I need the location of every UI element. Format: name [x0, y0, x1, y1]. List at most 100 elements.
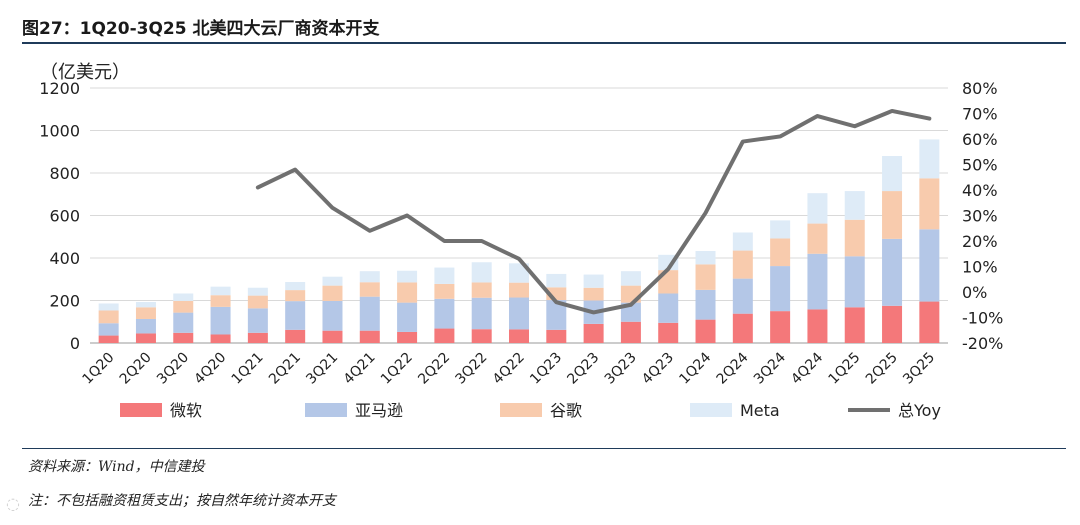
y-tick-label: 400	[49, 249, 80, 268]
y-tick-label: 0	[70, 334, 80, 353]
x-tick-label: 1Q23	[527, 350, 565, 388]
bar-segment	[247, 295, 268, 309]
bar-segment	[173, 300, 194, 313]
bar-segment	[434, 267, 455, 284]
bar-segment	[397, 270, 418, 283]
bar-segment	[471, 282, 492, 298]
bar-segment	[210, 334, 231, 343]
x-tick-label: 1Q24	[676, 349, 714, 387]
x-tick-label: 1Q22	[378, 350, 416, 388]
x-tick-label: 3Q23	[602, 350, 640, 388]
x-tick-label: 1Q21	[229, 350, 267, 388]
bar-segment	[322, 330, 343, 343]
y-tick-label: 1200	[39, 79, 80, 98]
bar-segment	[919, 229, 940, 302]
bar-segment	[322, 285, 343, 301]
bar-segment	[509, 297, 529, 330]
bar-segment	[882, 305, 903, 343]
bar-segment	[620, 321, 641, 343]
bar-segment	[882, 191, 903, 239]
y-tick-label: 1000	[39, 122, 80, 141]
left-axis: 0 200 400 600 800 1000 1200	[39, 79, 80, 353]
y2-tick-label: -10%	[962, 309, 1003, 328]
stacked-bars	[98, 139, 940, 343]
bar-segment	[807, 253, 828, 310]
x-tick-label: 4Q21	[341, 350, 379, 388]
bar-segment	[770, 266, 791, 312]
bar-segment	[695, 264, 716, 290]
x-tick-label: 2Q24	[714, 349, 752, 387]
bar-segment	[285, 329, 306, 343]
y-tick-label: 600	[49, 207, 80, 226]
bar-segment	[732, 250, 753, 279]
bar-segment	[583, 323, 604, 343]
bar-segment	[882, 156, 903, 192]
bar-segment	[695, 319, 716, 343]
x-tick-label: 2Q22	[415, 350, 453, 388]
bar-segment	[98, 310, 119, 324]
bar-segment	[695, 289, 716, 320]
bar-segment	[397, 282, 418, 303]
bar-segment	[210, 306, 231, 335]
legend-label: Meta	[740, 401, 780, 420]
y2-tick-label: -20%	[962, 334, 1003, 353]
figure-title: 图27：1Q20-3Q25 北美四大云厂商资本开支	[22, 19, 380, 39]
bar-segment	[359, 282, 380, 297]
y-axis-label: （亿美元）	[40, 62, 130, 83]
legend-swatch	[500, 403, 542, 417]
bar-segment	[770, 238, 791, 267]
bar-segment	[285, 301, 306, 330]
bar-segment	[919, 301, 940, 343]
bar-segment	[695, 250, 716, 265]
bar-segment	[359, 296, 380, 331]
bar-segment	[509, 282, 529, 298]
y2-tick-label: 0%	[962, 283, 987, 302]
legend-swatch	[120, 403, 162, 417]
legend: 微软 亚马逊 谷歌 Meta 总Yoy	[120, 401, 941, 420]
right-axis: -20% -10% 0% 10% 20% 30% 40% 50% 60% 70% 80%	[962, 79, 1003, 353]
bar-segment	[322, 276, 343, 286]
bar-segment	[285, 290, 306, 302]
x-tick-label: 4Q23	[639, 350, 677, 388]
bar-segment	[135, 301, 156, 308]
bar-segment	[173, 332, 194, 343]
bar-segment	[844, 256, 865, 308]
bar-segment	[844, 219, 865, 257]
bar-segment	[98, 335, 119, 343]
y2-tick-label: 60%	[962, 130, 998, 149]
y2-tick-label: 80%	[962, 79, 998, 98]
bar-segment	[770, 311, 791, 343]
source-note: 资料来源：Wind，中信建投	[28, 459, 205, 475]
footnote: 注：不包括融资租赁支出；按自然年统计资本开支	[28, 493, 336, 509]
bar-segment	[471, 262, 492, 283]
bar-segment	[210, 295, 231, 307]
legend-label: 谷歌	[550, 401, 582, 420]
bar-segment	[658, 293, 679, 323]
y2-tick-label: 30%	[962, 207, 998, 226]
y-tick-label: 200	[49, 292, 80, 311]
bar-segment	[471, 297, 492, 330]
x-tick-label: 2Q25	[863, 350, 901, 388]
bar-segment	[546, 300, 567, 330]
y-tick-label: 800	[49, 164, 80, 183]
y2-tick-label: 20%	[962, 232, 998, 251]
bar-segment	[397, 302, 418, 332]
legend-label: 微软	[170, 401, 202, 420]
x-tick-label: 4Q22	[490, 350, 528, 388]
legend-label: 总Yoy	[898, 401, 941, 420]
bar-segment	[397, 331, 418, 343]
capex-chart: 0 200 400 600 800 1000 1200 -20% -10% 0% 10% 20% 30…	[39, 62, 1003, 420]
title-divider	[22, 42, 1066, 44]
bar-segment	[732, 232, 753, 251]
yoy-line-path	[255, 108, 932, 315]
bar-segment	[658, 322, 679, 343]
bar-segment	[770, 220, 791, 239]
bar-segment	[434, 283, 455, 299]
x-axis: 1Q20 2Q20 3Q20 4Q20 1Q21 2Q21 3Q21 4Q21 1Q22 2Q22…	[79, 349, 938, 387]
bar-segment	[807, 309, 828, 343]
bar-segment	[882, 238, 903, 306]
x-tick-label: 2Q23	[564, 350, 602, 388]
bar-segment	[210, 286, 231, 296]
bar-segment	[359, 271, 380, 283]
bar-segment	[807, 193, 828, 224]
